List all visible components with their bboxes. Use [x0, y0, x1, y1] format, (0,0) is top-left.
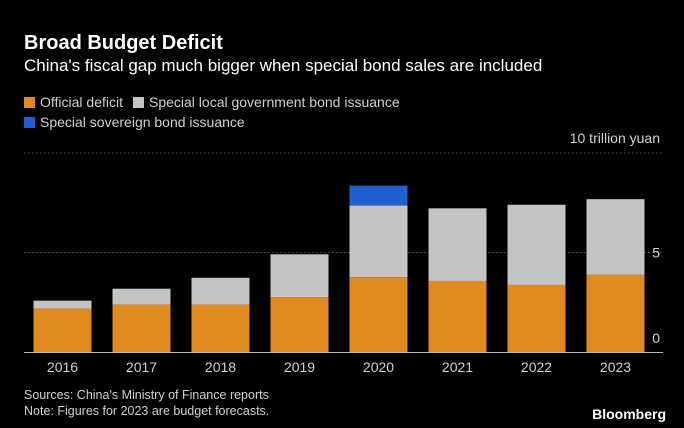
x-tick-label-2020: 2020 — [363, 359, 394, 375]
y-tick-label: 0 — [652, 330, 660, 346]
x-tick-label-2019: 2019 — [284, 359, 315, 375]
bar-segment-2022-official — [507, 284, 566, 352]
forecast-note: Note: Figures for 2023 are budget foreca… — [24, 404, 270, 418]
bar-segment-2023-local — [586, 199, 645, 275]
legend-label-official: Official deficit — [40, 94, 123, 110]
x-tick-label-2018: 2018 — [205, 359, 236, 375]
legend-row-2: Special sovereign bond issuance — [24, 112, 664, 132]
legend-item-sovereign: Special sovereign bond issuance — [24, 114, 245, 130]
chart-title: Broad Budget Deficit — [24, 32, 223, 54]
bar-segment-2023-official — [586, 274, 645, 352]
x-tick-label-2023: 2023 — [600, 359, 631, 375]
bar-segment-2016-official — [33, 308, 92, 352]
legend-row-1: Official deficit Special local governmen… — [24, 92, 664, 112]
bar-segment-2018-local — [191, 277, 250, 305]
x-tick-label-2021: 2021 — [442, 359, 473, 375]
legend-item-official: Official deficit — [24, 94, 123, 110]
y-tick-label: 5 — [652, 245, 660, 261]
bloomberg-logo: Bloomberg — [592, 406, 666, 422]
legend-swatch-local — [133, 96, 144, 108]
bar-segment-2020-official — [349, 277, 408, 352]
bar-segment-2017-official — [112, 304, 171, 352]
legend-label-sovereign: Special sovereign bond issuance — [40, 114, 245, 130]
bar-segment-2019-official — [270, 297, 329, 352]
source-note: Sources: China's Ministry of Finance rep… — [24, 388, 269, 402]
legend-swatch-official — [24, 96, 35, 108]
bar-segment-2020-sovereign — [349, 185, 408, 206]
bar-segment-2018-official — [191, 304, 250, 352]
legend-item-local: Special local government bond issuance — [133, 94, 400, 110]
bar-segment-2021-official — [428, 280, 487, 352]
bar-segment-2017-local — [112, 288, 171, 305]
chart-legend: Official deficit Special local governmen… — [24, 92, 664, 132]
x-tick-label-2022: 2022 — [521, 359, 552, 375]
bar-segment-2021-local — [428, 208, 487, 281]
bar-segment-2016-local — [33, 300, 92, 309]
legend-label-local: Special local government bond issuance — [149, 94, 400, 110]
x-tick-label-2016: 2016 — [47, 359, 78, 375]
bar-segment-2022-local — [507, 204, 566, 285]
bar-segment-2019-local — [270, 254, 329, 298]
x-tick-label-2017: 2017 — [126, 359, 157, 375]
legend-swatch-sovereign — [24, 116, 35, 128]
y-axis-unit-label: 10 trillion yuan — [569, 130, 660, 146]
bar-segment-2020-local — [349, 205, 408, 278]
chart-subtitle: China's fiscal gap much bigger when spec… — [24, 56, 543, 75]
